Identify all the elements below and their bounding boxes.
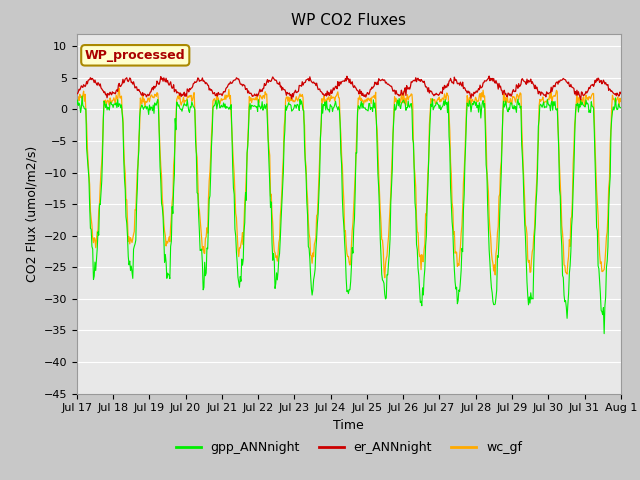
wc_gf [83,122,90,128]
wc_gf [417,252,424,258]
er_ANNnight [223,84,230,90]
er_ANNnight [73,91,81,96]
wc_gf [73,98,81,104]
wc_gf [140,99,147,105]
Legend: gpp_ANNnight, er_ANNnight, wc_gf: gpp_ANNnight, er_ANNnight, wc_gf [171,436,527,459]
wc_gf [617,98,625,104]
wc_gf [223,94,231,100]
er_ANNnight [139,90,147,96]
Line: gpp_ANNnight: gpp_ANNnight [77,96,621,334]
er_ANNnight [83,79,90,84]
gpp_ANNnight [431,103,439,108]
gpp_ANNnight [600,331,608,336]
wc_gf [115,85,123,91]
er_ANNnight [415,77,422,83]
er_ANNnight [485,73,493,79]
X-axis label: Time: Time [333,419,364,432]
gpp_ANNnight [617,105,625,110]
er_ANNnight [577,97,584,103]
Text: WP_processed: WP_processed [85,49,186,62]
er_ANNnight [431,92,438,97]
wc_gf [433,99,440,105]
Y-axis label: CO2 Flux (umol/m2/s): CO2 Flux (umol/m2/s) [25,145,38,282]
Line: wc_gf: wc_gf [77,88,621,278]
Line: er_ANNnight: er_ANNnight [77,76,621,100]
gpp_ANNnight [195,212,202,218]
gpp_ANNnight [78,93,86,99]
Title: WP CO2 Fluxes: WP CO2 Fluxes [291,13,406,28]
gpp_ANNnight [223,104,231,110]
er_ANNnight [194,75,202,81]
gpp_ANNnight [73,102,81,108]
wc_gf [381,275,388,281]
gpp_ANNnight [416,286,424,292]
wc_gf [195,203,202,209]
gpp_ANNnight [84,155,92,161]
gpp_ANNnight [140,107,147,112]
er_ANNnight [617,91,625,96]
